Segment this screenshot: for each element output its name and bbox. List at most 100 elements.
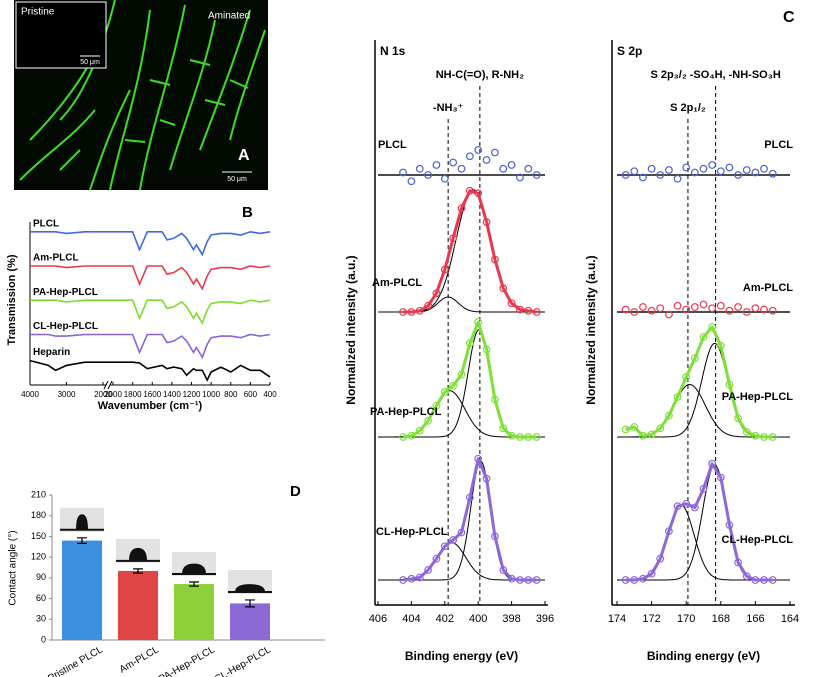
data-point (725, 380, 734, 389)
data-point (760, 433, 768, 441)
series-label: CL-Hep-PLCL (722, 534, 794, 546)
data-point (639, 431, 647, 440)
data-point (407, 177, 416, 186)
data-point (491, 255, 499, 264)
droplet (235, 584, 265, 592)
fit-component (378, 460, 545, 581)
y-axis-label: Contact angle (°) (8, 530, 19, 605)
series-label: Am-PLCL (33, 253, 79, 264)
x-tick-label: 406 (369, 613, 387, 625)
data-point (482, 156, 491, 164)
data-point (499, 566, 508, 574)
data-point (532, 576, 541, 584)
data-point (673, 502, 682, 511)
x-tick-label: 2000 (94, 390, 112, 399)
data-point (432, 401, 441, 410)
fit-envelope (402, 320, 537, 439)
data-point (725, 521, 734, 529)
bar (118, 570, 158, 640)
data-point (507, 299, 516, 308)
data-point (639, 303, 647, 311)
fit-envelope (625, 462, 773, 582)
data-point (465, 186, 474, 195)
data-point (751, 576, 760, 584)
x-tick-label: 402 (436, 613, 454, 625)
data-point (499, 164, 508, 173)
data-point (673, 393, 682, 401)
y-axis-label: Normalized intensity (a.u.) (344, 255, 358, 404)
data-point (760, 305, 768, 314)
x-tick-label: 400 (469, 613, 487, 625)
data-point (465, 152, 474, 161)
data-point (690, 503, 699, 512)
series-label: Am-PLCL (743, 282, 793, 294)
x-tick-label: 166 (746, 613, 764, 625)
spectrum-line (30, 333, 271, 360)
data-point (474, 146, 483, 154)
data-point (491, 395, 499, 404)
data-point (516, 576, 524, 584)
data-point (656, 424, 665, 433)
data-point (399, 308, 407, 316)
data-point (457, 370, 466, 379)
bar (174, 584, 214, 640)
x-axis-label: Binding energy (eV) (647, 649, 760, 663)
x-tick-label: 600 (244, 390, 258, 399)
data-point (682, 305, 691, 314)
data-point (449, 536, 458, 544)
data-point (432, 554, 441, 563)
x-tick-label: 170 (677, 613, 695, 625)
x-tick-label: 1200 (183, 390, 201, 399)
error-bar (245, 599, 255, 608)
data-point (474, 318, 483, 326)
data-point (621, 576, 630, 584)
data-point (482, 345, 491, 354)
y-tick-label: 150 (31, 531, 46, 541)
data-point (639, 574, 647, 583)
data-point (734, 414, 742, 423)
y-tick-label: 180 (31, 510, 46, 520)
y-axis-label: Normalized intensity (a.u.) (584, 255, 598, 404)
droplet (182, 563, 206, 574)
series-label: Am-PLCL (372, 277, 422, 289)
data-point (699, 333, 708, 341)
data-point (424, 301, 433, 310)
data-point (716, 341, 725, 350)
data-point (440, 542, 449, 551)
data-point (415, 306, 424, 315)
x-tick-label: 172 (642, 613, 660, 625)
x-tick-label: 1600 (143, 390, 161, 399)
data-point (630, 576, 639, 584)
fit-envelope (403, 189, 537, 314)
x-tick-label: 400 (263, 390, 277, 399)
data-point (725, 306, 734, 315)
x-tick-label: 398 (502, 613, 520, 625)
data-point (656, 304, 665, 313)
inset-scale-label: 50 μm (80, 59, 100, 66)
droplet (76, 514, 88, 530)
data-point (457, 164, 466, 173)
y-tick-label: 90 (36, 572, 46, 582)
x-tick-label: 1000 (202, 390, 220, 399)
data-point (656, 554, 665, 563)
spectrum-line (30, 230, 271, 257)
main-scale-label: 50 μm (227, 176, 247, 183)
data-point (725, 163, 734, 172)
x-tick-label: 164 (781, 613, 799, 625)
y-tick-label: 0 (41, 634, 46, 644)
data-point (621, 171, 630, 179)
data-point (751, 431, 760, 440)
data-point (465, 493, 474, 502)
data-point (507, 161, 516, 169)
reference-label: S 2p₁/₂ (670, 102, 706, 114)
bar (230, 603, 270, 640)
data-point (499, 284, 508, 293)
data-point (465, 339, 474, 348)
spectrum-line (30, 299, 271, 325)
data-point (639, 173, 647, 182)
data-point (699, 164, 708, 173)
data-point (708, 323, 717, 331)
droplet (129, 547, 147, 561)
series-label: PA-Hep-PLCL (370, 406, 442, 418)
spectrum-line (30, 265, 271, 291)
